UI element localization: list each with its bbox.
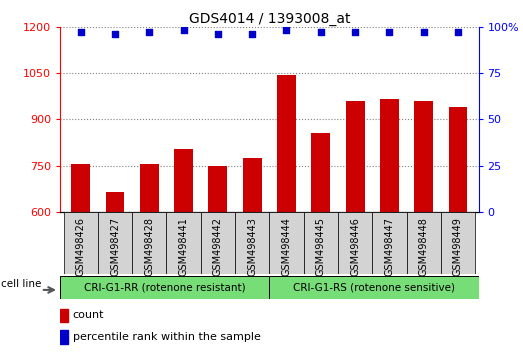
Point	[248, 31, 256, 37]
Bar	[311, 133, 330, 212]
Text: percentile rank within the sample: percentile rank within the sample	[73, 332, 260, 342]
Bar	[304, 212, 338, 274]
Bar	[380, 99, 399, 212]
Bar	[338, 212, 372, 274]
Bar	[243, 158, 262, 212]
Text: cell line: cell line	[1, 279, 41, 289]
Point	[145, 29, 153, 35]
Text: CRI-G1-RR (rotenone resistant): CRI-G1-RR (rotenone resistant)	[84, 282, 246, 293]
Point	[419, 29, 428, 35]
Bar	[201, 212, 235, 274]
Text: GSM498442: GSM498442	[213, 217, 223, 276]
Bar	[441, 212, 475, 274]
Text: CRI-G1-RS (rotenone sensitive): CRI-G1-RS (rotenone sensitive)	[293, 282, 455, 293]
Bar	[106, 192, 124, 212]
Point	[316, 29, 325, 35]
Bar	[60, 309, 67, 322]
Text: GSM498427: GSM498427	[110, 217, 120, 276]
Bar	[132, 212, 166, 274]
Bar	[372, 212, 406, 274]
Bar	[269, 212, 304, 274]
Point	[385, 29, 394, 35]
Point	[76, 29, 85, 35]
Text: GSM498444: GSM498444	[281, 217, 291, 276]
Bar	[277, 75, 296, 212]
Text: GSM498443: GSM498443	[247, 217, 257, 276]
Text: GSM498449: GSM498449	[453, 217, 463, 276]
Text: GSM498446: GSM498446	[350, 217, 360, 276]
Title: GDS4014 / 1393008_at: GDS4014 / 1393008_at	[189, 12, 350, 25]
Text: GSM498426: GSM498426	[76, 217, 86, 276]
Bar	[98, 212, 132, 274]
Bar	[414, 101, 433, 212]
Text: GSM498428: GSM498428	[144, 217, 154, 276]
Text: GSM498447: GSM498447	[384, 217, 394, 276]
Bar	[406, 212, 441, 274]
Bar	[269, 276, 479, 299]
Text: count: count	[73, 310, 104, 320]
Bar	[71, 164, 90, 212]
Point	[282, 28, 291, 33]
Bar	[174, 149, 193, 212]
Bar	[60, 330, 67, 343]
Bar	[60, 276, 269, 299]
Bar	[449, 107, 468, 212]
Bar	[166, 212, 201, 274]
Bar	[64, 212, 98, 274]
Text: GSM498448: GSM498448	[419, 217, 429, 276]
Bar	[209, 166, 228, 212]
Bar	[140, 164, 159, 212]
Text: GSM498441: GSM498441	[179, 217, 189, 276]
Point	[454, 29, 462, 35]
Bar	[346, 101, 365, 212]
Bar	[235, 212, 269, 274]
Point	[351, 29, 359, 35]
Text: GSM498445: GSM498445	[316, 217, 326, 276]
Point	[179, 28, 188, 33]
Point	[111, 31, 119, 37]
Point	[214, 31, 222, 37]
